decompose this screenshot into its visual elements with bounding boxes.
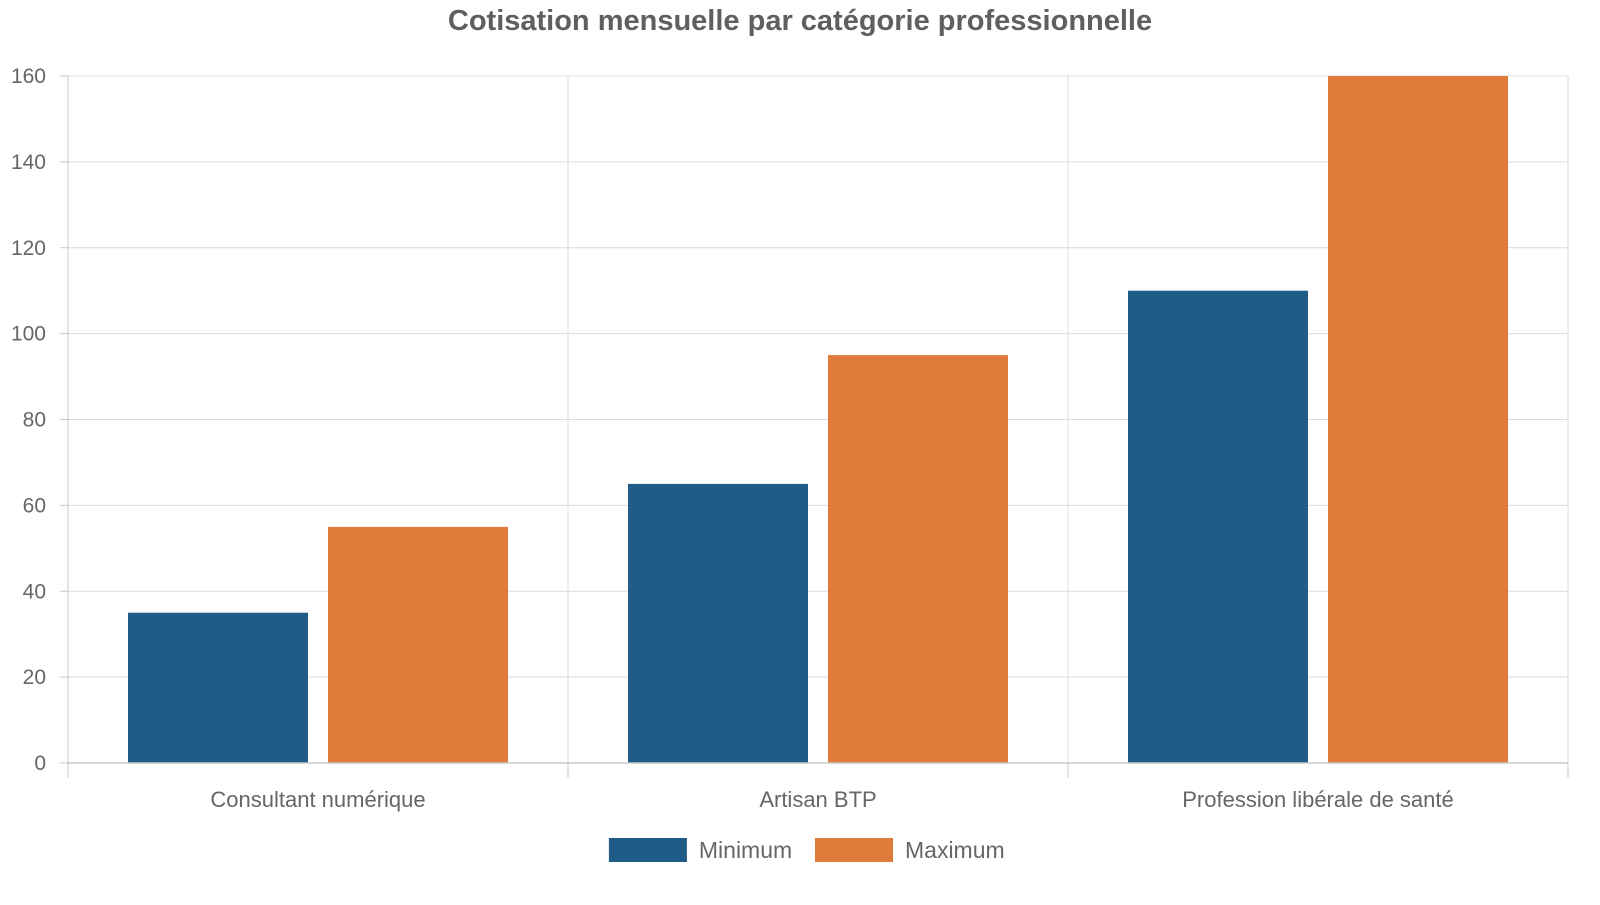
axes: 0 20 40 60 80 100 120 140 160 Consultant numériqu… — [11, 65, 1569, 812]
y-tick-label: 160 — [11, 65, 46, 88]
y-tick-label: 100 — [11, 323, 46, 346]
grid — [67, 75, 1569, 763]
y-tick-label: 60 — [23, 494, 46, 517]
legend-swatch-maximum — [815, 838, 893, 862]
x-tick-label: Profession libérale de santé — [1182, 787, 1454, 812]
chart-title: Cotisation mensuelle par catégorie profe… — [448, 5, 1152, 37]
legend-swatch-minimum — [608, 838, 687, 862]
y-tick-label: 40 — [23, 580, 46, 603]
bar-maximum-3 — [1328, 76, 1508, 763]
bar-minimum-2 — [628, 483, 808, 763]
bar-maximum-1 — [328, 526, 508, 763]
y-tick-label: 0 — [34, 752, 46, 775]
bar-minimum-3 — [1128, 290, 1308, 763]
x-tick-label: Artisan BTP — [759, 787, 876, 812]
y-tick-label: 20 — [23, 666, 46, 689]
bar-maximum-2 — [828, 355, 1008, 763]
bars — [128, 76, 1508, 763]
x-tick-label: Consultant numérique — [210, 787, 425, 812]
bar-minimum-1 — [128, 612, 308, 763]
legend-label-maximum: Maximum — [905, 837, 1005, 863]
legend-label-minimum: Minimum — [699, 837, 792, 863]
y-tick-label: 140 — [11, 151, 46, 174]
legend: Minimum Maximum — [608, 837, 1005, 863]
y-tick-label: 80 — [23, 409, 46, 432]
y-tick-label: 120 — [11, 237, 46, 260]
